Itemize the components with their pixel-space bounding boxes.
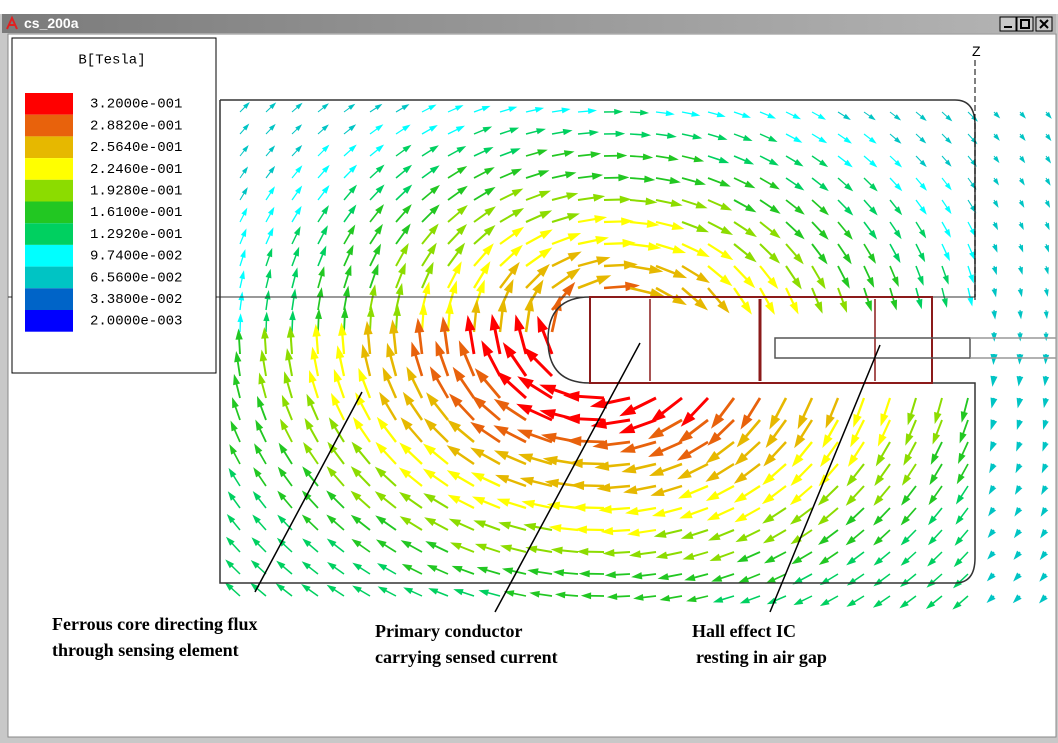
annotation-text: through sensing element: [52, 640, 239, 660]
app-window: cs_200a Z B[Tesla] 3.2000e-001 2.8820e-00…: [0, 0, 1058, 743]
legend-label: 1.6100e-001: [90, 205, 182, 221]
annotation-text: resting in air gap: [696, 647, 827, 667]
legend-label: 2.8820e-001: [90, 118, 182, 134]
legend-label: 2.0000e-003: [90, 314, 182, 330]
axis-label: Z: [972, 43, 981, 59]
legend-label: 1.9280e-001: [90, 184, 182, 200]
legend-swatch: [25, 136, 73, 158]
legend-swatch: [25, 202, 73, 224]
minimize-button[interactable]: [1000, 17, 1016, 31]
legend-swatch: [25, 310, 73, 332]
legend-label: 9.7400e-002: [90, 249, 182, 265]
legend-label: 2.2460e-001: [90, 162, 182, 178]
legend-label: 1.2920e-001: [90, 227, 182, 243]
legend-entries: 3.2000e-001 2.8820e-001 2.5640e-001 2.2460e…: [25, 93, 182, 332]
legend-swatch: [25, 223, 73, 245]
legend-swatch: [25, 245, 73, 267]
legend-swatch: [25, 93, 73, 115]
legend-swatch: [25, 288, 73, 310]
window-buttons[interactable]: [1000, 17, 1052, 31]
legend-swatch: [25, 267, 73, 289]
annotation-text: Primary conductor: [375, 621, 522, 641]
window-title: cs_200a: [24, 15, 79, 31]
legend-label: 3.2000e-001: [90, 97, 182, 113]
annotation-text: Hall effect IC: [692, 621, 796, 641]
legend-label: 2.5640e-001: [90, 140, 182, 156]
legend-swatch: [25, 115, 73, 137]
annotation-text: carrying sensed current: [375, 647, 558, 667]
annotation-text: Ferrous core directing flux: [52, 614, 257, 634]
legend-label: 3.3800e-002: [90, 292, 182, 308]
legend-title: B[Tesla]: [78, 53, 145, 69]
legend-swatch: [25, 158, 73, 180]
legend-label: 6.5600e-002: [90, 270, 182, 286]
legend-swatch: [25, 180, 73, 202]
title-bar: [2, 14, 1056, 33]
